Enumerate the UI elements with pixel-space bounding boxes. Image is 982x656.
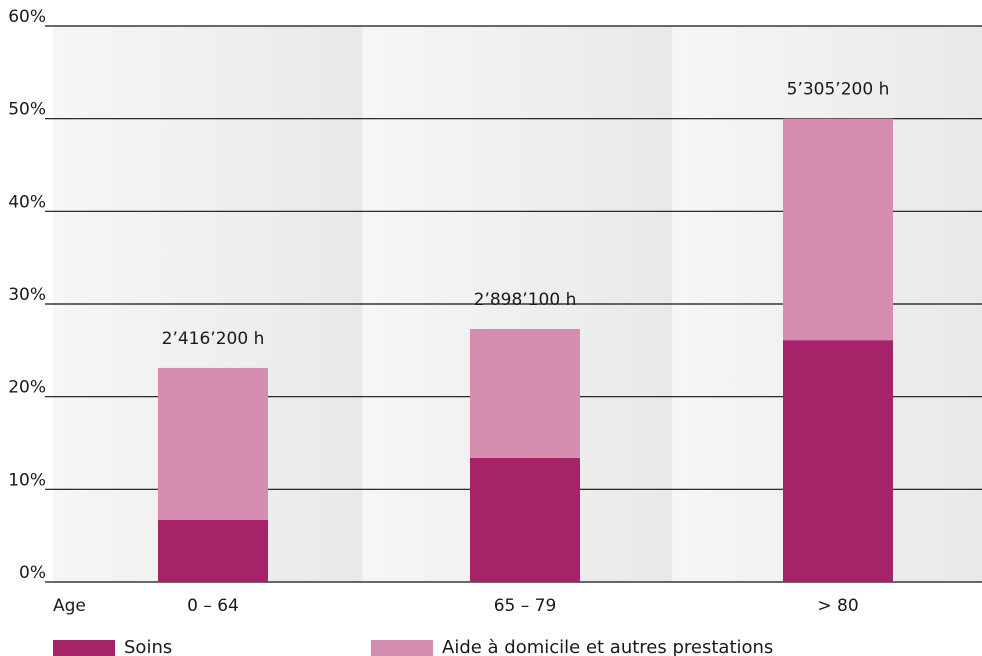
legend-label: Aide à domicile et autres prestations <box>442 637 773 656</box>
x-category-label: > 80 <box>817 596 858 616</box>
y-tick-label: 0% <box>19 563 46 583</box>
bar-segment-soins <box>783 340 893 582</box>
legend-swatch <box>371 640 433 656</box>
bar-segment-aide <box>470 329 580 458</box>
bar-segment-soins <box>470 457 580 582</box>
bar-segment-aide <box>158 367 268 520</box>
y-tick-label: 60% <box>8 7 46 27</box>
y-tick-label: 20% <box>8 378 46 398</box>
x-category-label: 0 – 64 <box>187 596 239 616</box>
bar-segment-soins <box>158 519 268 582</box>
labels: 0% 10% 20% 30% 40% 50% 60% 2’416’200 h 0 – 64 2’8… <box>8 7 889 616</box>
bars <box>158 118 893 582</box>
legend-label: Soins <box>124 637 172 656</box>
legend: Soins Aide à domicile et autres prestatio… <box>53 637 773 656</box>
bar-total-label: 2’416’200 h <box>162 329 265 349</box>
legend-swatch <box>53 640 115 656</box>
y-tick-label: 10% <box>8 470 46 490</box>
x-category-label: 65 – 79 <box>494 596 557 616</box>
bar-segment-aide <box>783 118 893 341</box>
x-axis-label: Age <box>53 596 86 616</box>
bar-total-label: 2’898’100 h <box>474 290 577 310</box>
y-tick-label: 50% <box>8 100 46 120</box>
y-tick-label: 40% <box>8 192 46 212</box>
bar-total-label: 5’305’200 h <box>787 80 890 100</box>
y-tick-label: 30% <box>8 285 46 305</box>
